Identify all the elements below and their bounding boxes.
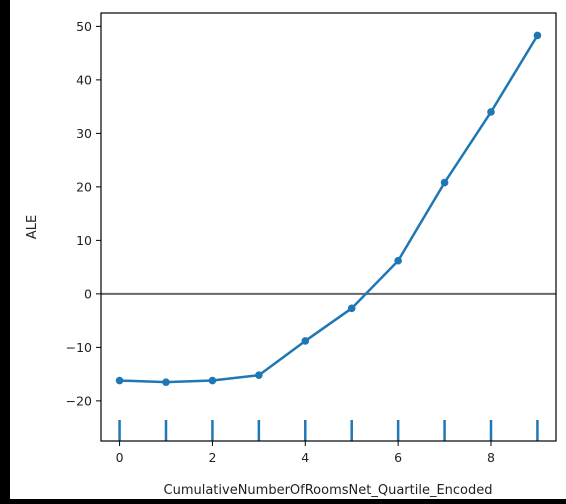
data-point-6	[394, 256, 402, 265]
data-point-9	[533, 31, 542, 40]
x-tick-label-4: 8	[487, 450, 495, 465]
y-tick-label-3: 10	[76, 233, 92, 248]
x-tick-label-1: 2	[208, 450, 216, 465]
data-point-8	[487, 108, 495, 116]
data-point-3	[255, 371, 263, 379]
y-tick-label-2: 0	[84, 286, 92, 301]
left-edge-strip	[0, 0, 10, 504]
x-tick-label-3: 6	[394, 450, 402, 465]
y-tick-label-7: 50	[76, 19, 92, 34]
y-tick-label-5: 30	[76, 126, 92, 141]
data-point-5	[347, 304, 356, 313]
plot-frame	[100, 12, 557, 442]
y-tick-label-0: −20	[66, 393, 92, 408]
data-point-4	[301, 337, 310, 345]
y-tick-label-1: −10	[66, 340, 92, 355]
data-point-1	[162, 378, 170, 386]
y-axis-label: ALE	[25, 215, 40, 239]
bottom-edge-strip	[0, 499, 566, 504]
data-point-0	[115, 376, 124, 385]
series-line-0	[119, 34, 539, 384]
y-tick-label-4: 20	[76, 179, 92, 194]
data-point-2	[208, 376, 217, 385]
x-tick-label-2: 4	[301, 450, 309, 465]
y-tick-label-6: 40	[76, 72, 92, 87]
x-tick-label-0: 0	[116, 450, 124, 465]
plot-layer: −20 −10 0 10 20 30 40 50 0 2 4 6 8	[66, 12, 557, 465]
x-axis-label: CumulativeNumberOfRoomsNet_Quartile_Enco…	[164, 483, 493, 498]
data-point-7	[440, 178, 449, 187]
